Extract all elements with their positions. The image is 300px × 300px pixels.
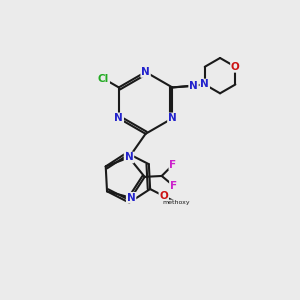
Text: N: N — [189, 81, 198, 91]
Text: O: O — [159, 191, 168, 201]
Text: Cl: Cl — [98, 74, 109, 84]
Text: N: N — [114, 113, 123, 123]
Text: F: F — [170, 181, 177, 191]
Text: methoxy: methoxy — [163, 200, 190, 205]
Text: O: O — [231, 62, 240, 72]
Text: N: N — [141, 67, 150, 77]
Text: N: N — [124, 152, 134, 163]
Text: F: F — [169, 160, 176, 170]
Text: N: N — [168, 113, 177, 123]
Text: N: N — [200, 80, 209, 89]
Text: N: N — [127, 193, 136, 203]
